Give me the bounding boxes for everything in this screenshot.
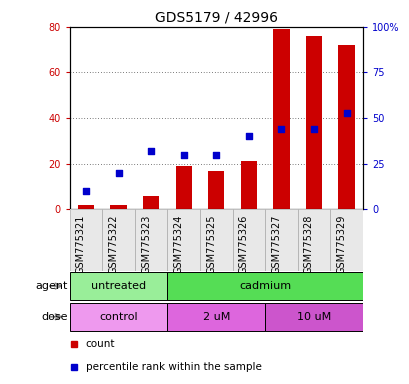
Bar xyxy=(78,205,94,209)
Title: GDS5179 / 42996: GDS5179 / 42996 xyxy=(155,10,277,24)
Text: cadmium: cadmium xyxy=(238,281,290,291)
Bar xyxy=(70,209,102,271)
Bar xyxy=(330,209,362,271)
Bar xyxy=(70,272,167,300)
Bar xyxy=(232,209,265,271)
Text: percentile rank within the sample: percentile rank within the sample xyxy=(85,362,261,372)
Text: untreated: untreated xyxy=(91,281,146,291)
Text: GSM775328: GSM775328 xyxy=(303,214,313,273)
Bar xyxy=(175,166,191,209)
Text: GSM775323: GSM775323 xyxy=(141,214,151,273)
Text: GSM775321: GSM775321 xyxy=(76,214,86,273)
Text: 2 uM: 2 uM xyxy=(202,312,229,322)
Bar xyxy=(305,36,321,209)
Text: GSM775324: GSM775324 xyxy=(173,214,183,273)
Bar xyxy=(167,303,265,331)
Bar xyxy=(265,209,297,271)
Point xyxy=(148,148,154,154)
Bar xyxy=(135,209,167,271)
Text: count: count xyxy=(85,339,115,349)
Point xyxy=(213,152,219,158)
Text: GSM775329: GSM775329 xyxy=(336,214,346,273)
Bar xyxy=(240,161,256,209)
Bar xyxy=(297,209,330,271)
Text: GSM775322: GSM775322 xyxy=(108,214,118,274)
Text: agent: agent xyxy=(35,281,67,291)
Bar xyxy=(110,205,126,209)
Bar xyxy=(265,303,362,331)
Bar xyxy=(337,45,354,209)
Bar xyxy=(70,303,167,331)
Bar xyxy=(102,209,135,271)
Text: GSM775327: GSM775327 xyxy=(271,214,281,274)
Point xyxy=(245,133,252,139)
Point xyxy=(310,126,317,132)
Point xyxy=(83,188,89,194)
Point xyxy=(180,152,187,158)
Bar xyxy=(200,209,232,271)
Bar xyxy=(208,170,224,209)
Point xyxy=(342,109,349,116)
Text: GSM775326: GSM775326 xyxy=(238,214,248,273)
Text: control: control xyxy=(99,312,137,322)
Bar xyxy=(167,272,362,300)
Bar xyxy=(273,29,289,209)
Point xyxy=(115,170,121,176)
Text: 10 uM: 10 uM xyxy=(296,312,330,322)
Text: dose: dose xyxy=(41,312,67,322)
Bar xyxy=(143,195,159,209)
Bar xyxy=(167,209,200,271)
Point xyxy=(277,126,284,132)
Text: GSM775325: GSM775325 xyxy=(206,214,216,274)
